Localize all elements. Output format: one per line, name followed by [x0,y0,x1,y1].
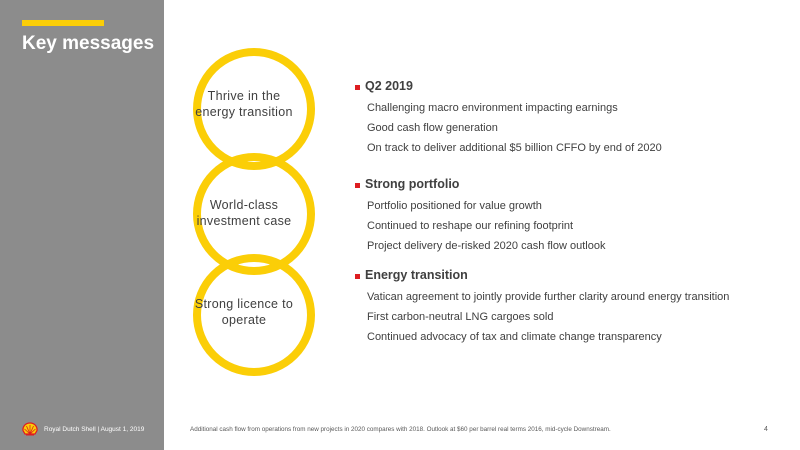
section-heading-text: Energy transition [365,268,468,282]
list-item: Continued advocacy of tax and climate ch… [367,331,662,343]
sidebar [0,0,164,450]
section-q2-2019: Q2 2019 Challenging macro environment im… [355,79,785,158]
list-item: Portfolio positioned for value growth [367,200,542,212]
red-bullet-icon [355,274,360,279]
footnote: Additional cash flow from operations fro… [190,426,611,433]
section-energy-transition: Energy transition Vatican agreement to j… [355,268,785,347]
section-heading: Energy transition [355,268,785,286]
slide-title: Key messages [22,33,155,54]
ring-middle [193,153,315,275]
list-item: Project delivery de-risked 2020 cash flo… [367,240,606,252]
red-bullet-icon [355,85,360,90]
page-number: 4 [764,426,768,433]
list-item: Challenging macro environment impacting … [367,102,618,114]
list-item: Continued to reshape our refining footpr… [367,220,574,232]
ring-bottom [193,254,315,376]
list-item: On track to deliver additional $5 billio… [367,142,662,154]
ring-label-thrive: Thrive in the energy transition [195,89,293,119]
ring-top [193,48,315,170]
ring-label-investment: World-class investment case [196,198,292,228]
section-strong-portfolio: Strong portfolio Portfolio positioned fo… [355,177,785,256]
rings-graphic [193,48,315,376]
list-item: Vatican agreement to jointly provide fur… [367,291,730,303]
section-heading-text: Q2 2019 [365,79,413,93]
section-heading-text: Strong portfolio [365,177,460,191]
section-heading: Strong portfolio [355,177,785,195]
shell-logo-icon [22,422,38,436]
red-bullet-icon [355,183,360,188]
footer-company: Royal Dutch Shell | August 1, 2019 [44,426,145,433]
list-item: First carbon-neutral LNG cargoes sold [367,311,554,323]
list-item: Good cash flow generation [367,122,498,134]
ring-label-licence: Strong licence to operate [194,297,294,327]
title-accent-bar [22,20,104,26]
section-heading: Q2 2019 [355,79,785,97]
